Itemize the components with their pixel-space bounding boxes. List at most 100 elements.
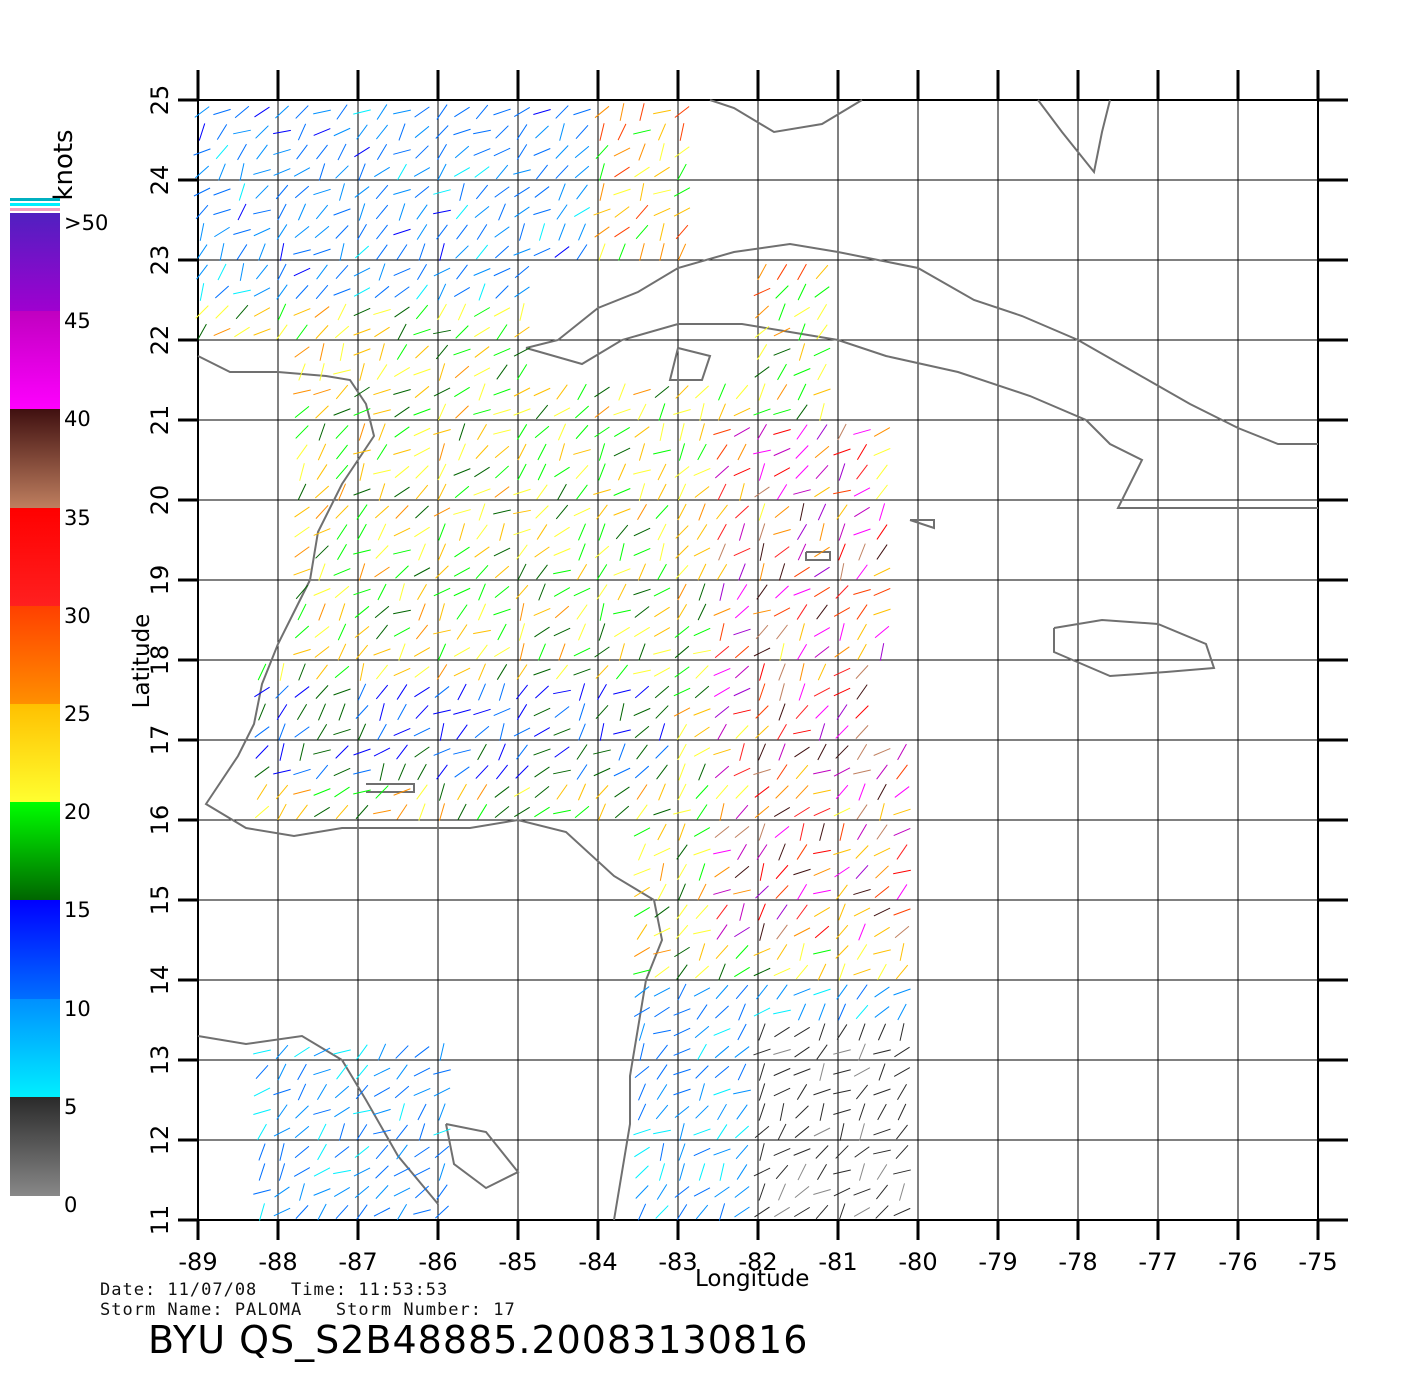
wind-vector <box>673 707 691 717</box>
wind-vector <box>877 1103 887 1121</box>
wind-vector <box>794 806 810 818</box>
wind-vector <box>534 425 550 439</box>
wind-vector <box>353 287 371 297</box>
wind-vector <box>634 986 650 998</box>
wind-vector <box>718 1203 726 1221</box>
x-tick-label: -81 <box>818 1248 857 1276</box>
wind-vector <box>594 226 610 238</box>
wind-vector <box>314 485 330 499</box>
wind-vector <box>376 624 388 640</box>
wind-vector <box>358 423 366 441</box>
colorbar-label: 20 <box>64 800 91 825</box>
wind-vector <box>614 786 630 798</box>
wind-vector <box>377 523 387 541</box>
wind-vector <box>633 388 651 396</box>
wind-vector <box>776 984 788 1000</box>
wind-vector <box>893 908 911 916</box>
wind-vector <box>493 429 511 435</box>
wind-vector <box>295 285 309 299</box>
wind-vector <box>754 805 770 819</box>
wind-vector <box>734 665 750 679</box>
wind-vector <box>813 849 831 855</box>
wind-vector <box>294 226 310 238</box>
wind-vector <box>313 588 331 596</box>
wind-vector <box>776 484 788 500</box>
wind-vector <box>574 805 590 819</box>
wind-vector <box>813 347 831 357</box>
date-time-line: Date: 11/07/08 Time: 11:53:53 <box>100 1280 449 1300</box>
wind-vector <box>873 1128 891 1136</box>
wind-vector <box>435 1205 449 1219</box>
wind-vector <box>393 189 411 195</box>
wind-vector <box>457 803 467 821</box>
wind-vector <box>453 749 471 755</box>
wind-vector <box>335 384 349 400</box>
wind-vector <box>576 484 588 500</box>
wind-vector <box>713 849 731 855</box>
wind-vector <box>514 806 530 818</box>
wind-vector <box>333 288 351 296</box>
wind-vector <box>674 106 690 118</box>
wind-vector <box>415 705 429 719</box>
wind-vector <box>313 1068 331 1076</box>
wind-vector <box>595 145 609 159</box>
wind-vector <box>675 224 689 240</box>
wind-vector <box>639 183 645 201</box>
wind-vector <box>835 725 849 739</box>
wind-vector <box>456 724 468 740</box>
wind-vector <box>813 1127 831 1137</box>
wind-vector <box>879 643 885 661</box>
wind-vector <box>657 823 667 841</box>
wind-vector <box>713 1028 731 1036</box>
wind-vector <box>396 1064 408 1080</box>
wind-vector <box>637 1203 647 1221</box>
wind-vector <box>775 785 789 799</box>
wind-vector <box>693 848 711 856</box>
wind-vector <box>494 585 510 599</box>
wind-vector <box>458 423 466 441</box>
wind-vector <box>394 406 410 418</box>
wind-vector <box>878 1063 886 1081</box>
wind-vector <box>573 449 591 455</box>
wind-vector <box>255 185 269 199</box>
wind-vector <box>396 244 408 260</box>
wind-vector <box>693 649 711 655</box>
wind-vector <box>757 423 767 441</box>
wind-vector <box>494 486 510 498</box>
y-tick-label: 23 <box>146 245 174 276</box>
wind-vector <box>654 966 670 978</box>
wind-vector <box>517 443 527 461</box>
wind-vector <box>313 749 331 755</box>
wind-vector <box>895 1144 909 1160</box>
storm-info-line: Storm Name: PALOMA Storm Number: 17 <box>100 1300 516 1320</box>
wind-vector <box>334 786 350 798</box>
wind-vector <box>753 408 771 416</box>
wind-vector <box>618 743 626 761</box>
axis-ticks: -89 -88 -87 -86 -85 -84 -83 -82 -81 -80 -79 -78 -77 -… <box>146 70 1348 1276</box>
wind-vector <box>897 1103 907 1121</box>
wind-vector <box>518 623 526 641</box>
wind-vector <box>753 449 771 455</box>
wind-vector <box>773 467 791 477</box>
coast-isla-juventud <box>668 347 712 381</box>
wind-vector <box>255 125 269 139</box>
wind-vector <box>335 1204 349 1220</box>
wind-vector <box>354 1146 370 1158</box>
wind-vector <box>875 1205 889 1219</box>
wind-vector <box>714 705 730 719</box>
wind-vector <box>655 505 669 519</box>
wind-vector <box>376 444 388 460</box>
wind-vector <box>379 763 385 781</box>
wind-vector <box>794 566 810 578</box>
wind-vector <box>599 123 605 141</box>
wind-vector <box>318 163 326 181</box>
wind-vector <box>716 444 728 460</box>
wind-vector <box>273 1127 291 1137</box>
wind-vector <box>793 1148 811 1156</box>
wind-vector <box>336 444 348 460</box>
wind-vector <box>874 1006 890 1018</box>
wind-vector <box>638 143 646 161</box>
wind-vector <box>596 504 608 520</box>
wind-vector <box>717 483 727 501</box>
wind-vector <box>754 366 770 378</box>
